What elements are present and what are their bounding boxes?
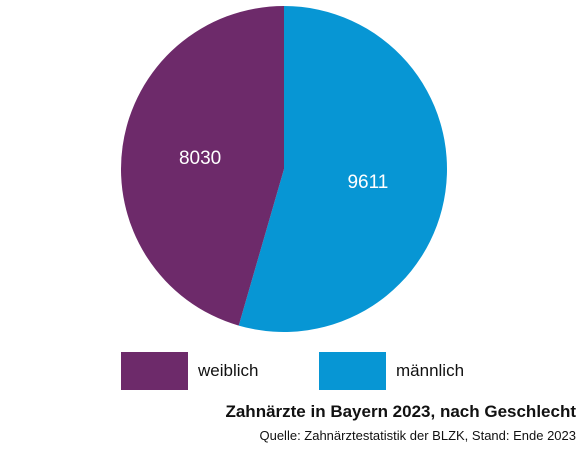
legend-label-weiblich: weiblich: [198, 361, 259, 380]
legend-swatch-maennlich: [319, 352, 386, 390]
pie-slice-maennlich: [238, 6, 448, 332]
data-label-weiblich: 8030: [179, 148, 221, 169]
legend-item-weiblich: weiblich: [121, 352, 258, 390]
pie-slice-weiblich: [121, 6, 285, 326]
pie-chart: 9611 8030: [121, 6, 448, 332]
legend-item-maennlich: männlich: [319, 352, 464, 390]
legend-swatch-weiblich: [121, 352, 188, 390]
chart-title: Zahnärzte in Bayern 2023, nach Geschlech…: [225, 402, 576, 421]
data-label-maennlich: 9611: [347, 172, 388, 193]
legend-label-maennlich: männlich: [396, 361, 465, 380]
chart-source: Quelle: Zahnärztestatistik der BLZK, Sta…: [259, 428, 576, 443]
